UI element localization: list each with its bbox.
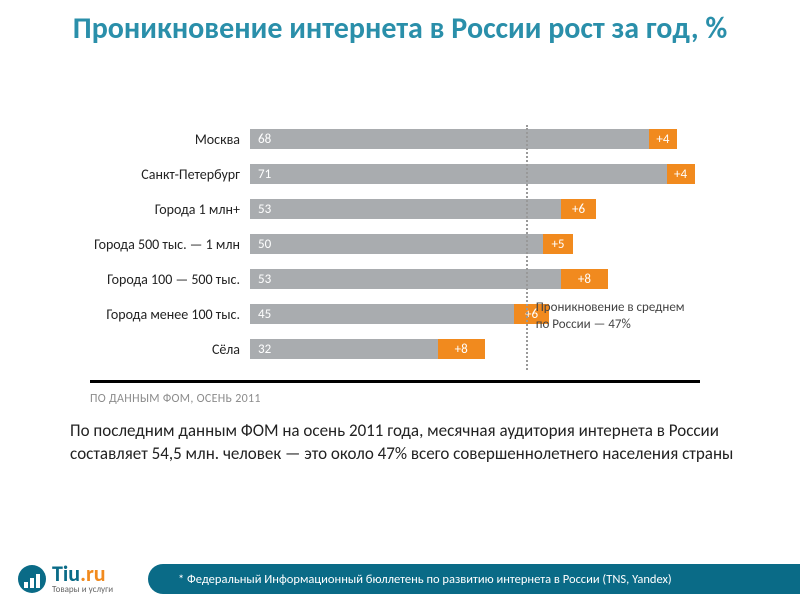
chart-bar-area: 71+4 <box>250 164 700 184</box>
logo-subtitle: Товары и услуги <box>52 585 113 594</box>
chart-row-label: Москва <box>90 131 250 148</box>
summary-paragraph: По последним данным ФОМ на осень 2011 го… <box>70 420 740 466</box>
chart-bar-growth: +5 <box>543 234 572 254</box>
chart-row: Города 500 тыс. — 1 млн50+5 <box>90 230 700 258</box>
chart-row: Города 1 млн+53+6 <box>90 195 700 223</box>
chart-row-label: Города 1 млн+ <box>90 201 250 218</box>
chart-bar-base: 71 <box>250 164 667 184</box>
section-divider <box>90 380 700 383</box>
chart-bar-growth: +6 <box>561 199 596 219</box>
chart-row: Сёла32+8 <box>90 335 700 363</box>
chart-row: Санкт-Петербург71+4 <box>90 160 700 188</box>
chart-bar-growth: +8 <box>561 269 608 289</box>
chart-bar-area: 50+5 <box>250 234 700 254</box>
chart-bar-area: 53+6 <box>250 199 700 219</box>
footer-citation: * Федеральный Информационный бюллетень п… <box>178 572 672 587</box>
chart-bar-base: 53 <box>250 269 561 289</box>
chart-bar-area: 32+8 <box>250 339 700 359</box>
slide-title: Проникновение интернета в России рост за… <box>0 0 800 53</box>
tiu-logo-text: Tiu.ru Товары и услуги <box>52 563 113 594</box>
chart-bar-area: 68+4 <box>250 129 700 149</box>
tiu-logo-icon <box>18 565 46 593</box>
reference-line <box>526 125 528 370</box>
logo-main-text: Tiu <box>52 560 80 587</box>
chart-row: Города 100 — 500 тыс.53+8 <box>90 265 700 293</box>
slide: Проникновение интернета в России рост за… <box>0 0 800 600</box>
chart-bar-base: 53 <box>250 199 561 219</box>
chart-bar-base: 32 <box>250 339 438 359</box>
chart-row-label: Города 100 — 500 тыс. <box>90 271 250 288</box>
chart-source-note: ПО ДАННЫМ ФОМ, ОСЕНЬ 2011 <box>90 392 261 406</box>
chart-bar-base: 68 <box>250 129 649 149</box>
chart-row-label: Города 500 тыс. — 1 млн <box>90 236 250 253</box>
chart-row-label: Санкт-Петербург <box>90 166 250 183</box>
penetration-bar-chart: Москва68+4Санкт-Петербург71+4Города 1 мл… <box>90 125 700 370</box>
tiu-logo: Tiu.ru Товары и услуги <box>18 563 113 594</box>
logo-suffix-text: .ru <box>80 560 106 587</box>
slide-footer: Tiu.ru Товары и услуги * Федеральный Инф… <box>0 550 800 600</box>
chart-row-label: Города менее 100 тыс. <box>90 306 250 323</box>
chart-bar-base: 45 <box>250 304 514 324</box>
reference-label: Проникновение в среднем по России — 47% <box>536 300 686 334</box>
footer-citation-bar: * Федеральный Информационный бюллетень п… <box>148 564 800 594</box>
chart-bar-growth: +4 <box>649 129 677 149</box>
chart-bar-base: 50 <box>250 234 543 254</box>
chart-row: Москва68+4 <box>90 125 700 153</box>
chart-bar-area: 53+8 <box>250 269 700 289</box>
chart-bar-growth: +8 <box>438 339 485 359</box>
chart-bar-growth: +4 <box>667 164 695 184</box>
chart-row-label: Сёла <box>90 341 250 358</box>
